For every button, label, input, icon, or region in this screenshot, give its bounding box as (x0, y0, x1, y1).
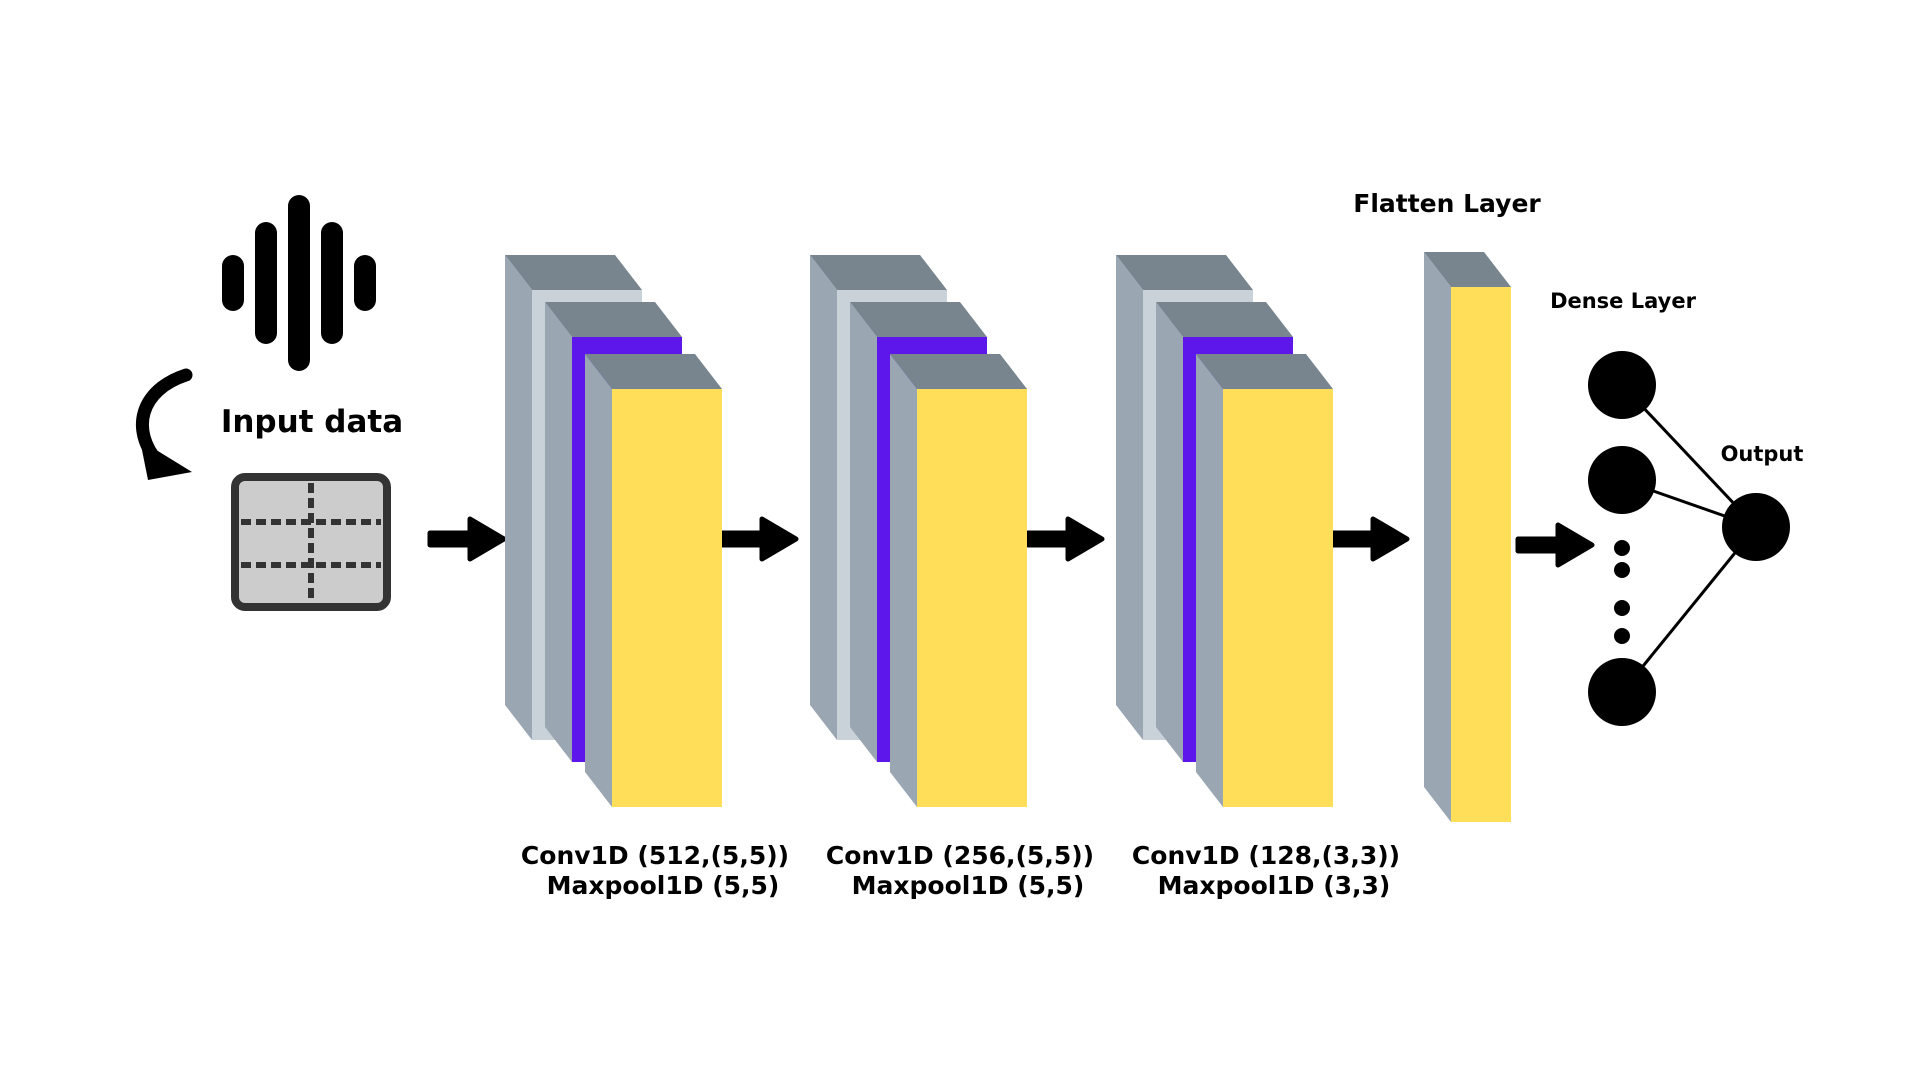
neuron (1588, 351, 1656, 419)
neuron (1588, 446, 1656, 514)
right-arrow-icon (719, 516, 799, 562)
right-arrow-icon (427, 516, 507, 562)
conv-layer-label: Conv1D (512,(5,5)) (521, 841, 789, 870)
data-grid-icon (231, 473, 391, 611)
ellipsis-dot (1614, 562, 1630, 578)
conv-block-3 (1116, 255, 1333, 807)
right-arrow-icon (1515, 522, 1595, 568)
right-arrow-icon (1330, 516, 1410, 562)
conv-layer-label: Conv1D (128,(3,3)) (1132, 841, 1400, 870)
maxpool-layer-label: Maxpool1D (3,3) (1158, 871, 1391, 900)
flatten-layer (1424, 252, 1511, 822)
conv-block-1 (505, 255, 722, 807)
conv-block-3-caption: Conv1D (128,(3,3)) Maxpool1D (3,3) (1132, 841, 1400, 900)
dense-layer-label: Dense Layer (1550, 289, 1697, 313)
dense-neurons (1588, 351, 1656, 726)
feature-map-front (890, 354, 1027, 807)
maxpool-layer-label: Maxpool1D (5,5) (852, 871, 1085, 900)
conv-block-2-caption: Conv1D (256,(5,5)) Maxpool1D (5,5) (826, 841, 1094, 900)
conv-layer-label: Conv1D (256,(5,5)) (826, 841, 1094, 870)
conv-block-1-caption: Conv1D (512,(5,5)) Maxpool1D (5,5) (521, 841, 789, 900)
neuron (1588, 658, 1656, 726)
maxpool-layer-label: Maxpool1D (5,5) (547, 871, 780, 900)
ellipsis-dot (1614, 628, 1630, 644)
input-label: Input data (221, 404, 403, 440)
feature-map-front (1196, 354, 1333, 807)
ellipsis-dot (1614, 600, 1630, 616)
output-label: Output (1721, 442, 1804, 466)
output-neuron (1722, 493, 1790, 561)
sound-wave-icon (222, 195, 376, 371)
conv-block-2 (810, 255, 1027, 807)
flatten-layer-label: Flatten Layer (1353, 189, 1541, 218)
right-arrow-icon (1025, 516, 1105, 562)
curved-arrow-icon (136, 368, 193, 480)
feature-map-front (585, 354, 722, 807)
ellipsis-dot (1614, 540, 1630, 556)
